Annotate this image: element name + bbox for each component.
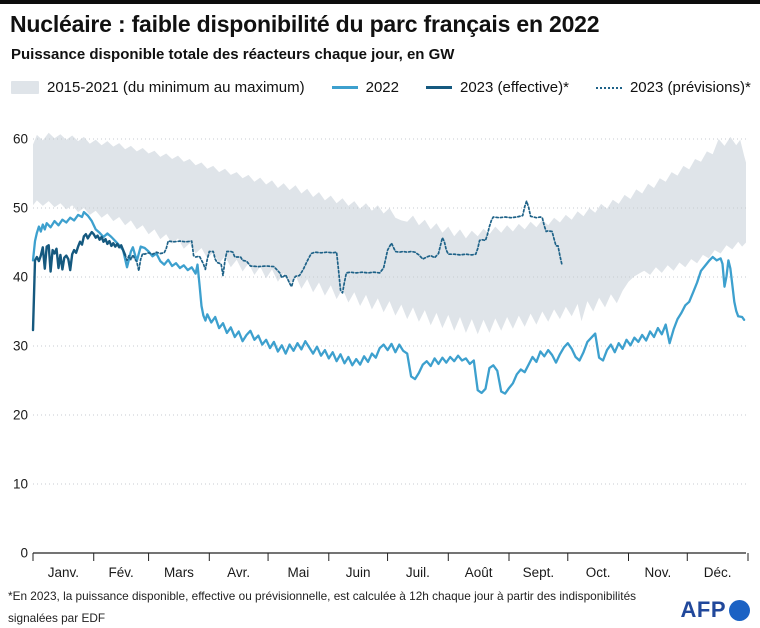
line-swatch-2023-icon xyxy=(425,86,452,89)
line-swatch-2022-icon xyxy=(331,86,358,89)
month-label: Sept. xyxy=(523,565,555,580)
legend-item-band: 2015-2021 (du minimum au maximum) xyxy=(11,79,305,96)
y-tick-label: 40 xyxy=(13,270,28,285)
y-tick-label: 60 xyxy=(13,132,28,147)
dotted-line-swatch-icon xyxy=(595,86,622,89)
afp-logo-text: AFP xyxy=(680,597,726,622)
month-label: Mars xyxy=(164,565,194,580)
band-swatch-icon xyxy=(11,81,39,94)
legend-item-2023-previsions: 2023 (prévisions)* xyxy=(595,79,751,96)
footnotes: *En 2023, la puissance disponible, effec… xyxy=(8,586,680,628)
legend-label-2023-previsions: 2023 (prévisions)* xyxy=(629,79,751,96)
availability-chart: 0 10 20 30 40 50 60 Janv. Fév. Mars Avr. Mai Juin Jui… xyxy=(13,132,749,580)
y-tick-label: 30 xyxy=(13,339,28,354)
month-label: Déc. xyxy=(704,565,732,580)
legend-label-2022: 2022 xyxy=(365,79,399,96)
page-title: Nucléaire : faible disponibilité du parc… xyxy=(10,11,600,37)
legend-item-2022: 2022 xyxy=(331,79,399,96)
month-label: Oct. xyxy=(586,565,611,580)
top-rule xyxy=(0,0,760,4)
month-label: Avr. xyxy=(227,565,250,580)
month-label: Janv. xyxy=(48,565,79,580)
y-tick-label: 50 xyxy=(13,201,28,216)
legend-label-band: 2015-2021 (du minimum au maximum) xyxy=(47,79,305,96)
chart-legend: 2015-2021 (du minimum au maximum) 2022 2… xyxy=(11,79,751,96)
month-label: Août xyxy=(465,565,493,580)
chart-subtitle: Puissance disponible totale des réacteur… xyxy=(11,46,455,63)
y-tick-label: 10 xyxy=(13,477,28,492)
month-label: Nov. xyxy=(645,565,672,580)
month-label: Mai xyxy=(288,565,310,580)
afp-logo-circle-icon xyxy=(729,599,750,621)
month-label: Juil. xyxy=(406,565,430,580)
month-label: Juin xyxy=(346,565,371,580)
y-tick-label: 0 xyxy=(20,546,28,561)
y-tick-label: 20 xyxy=(13,408,28,423)
band-2015-2021 xyxy=(33,132,746,335)
afp-logo: AFP xyxy=(680,597,750,623)
footnote-definition: *En 2023, la puissance disponible, effec… xyxy=(8,589,637,625)
month-label: Fév. xyxy=(109,565,134,580)
legend-item-2023-effective: 2023 (effective)* xyxy=(425,79,569,96)
series-2023-effective xyxy=(31,230,127,332)
series-2023-previsions xyxy=(124,200,563,294)
legend-label-2023-effective: 2023 (effective)* xyxy=(459,79,569,96)
series-2022 xyxy=(31,210,746,395)
